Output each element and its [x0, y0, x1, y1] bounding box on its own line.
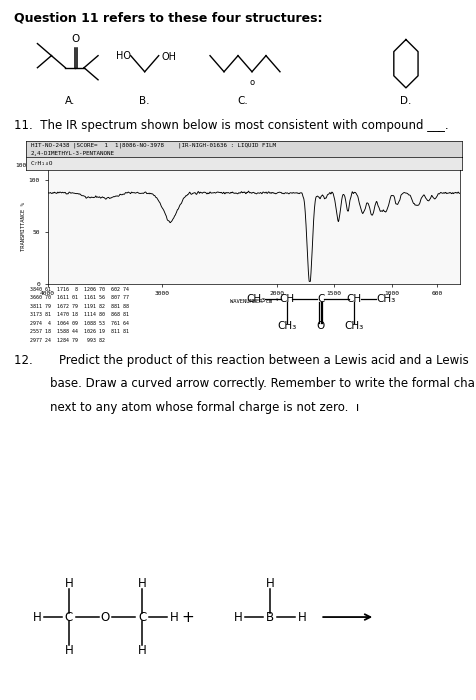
Text: 2,4-DIMETHYL-3-PENTANONE: 2,4-DIMETHYL-3-PENTANONE: [30, 151, 115, 156]
Text: H: H: [65, 644, 73, 657]
Text: C: C: [65, 610, 73, 624]
Text: A.: A.: [65, 96, 75, 106]
Text: +: +: [181, 610, 194, 624]
X-axis label: WAVENUMBER cm⁻¹: WAVENUMBER cm⁻¹: [229, 299, 278, 304]
Text: CH: CH: [347, 294, 362, 304]
Text: O: O: [317, 321, 325, 331]
Text: HIT-NO-2438 |SCORE=  1  1|8086-NO-3978    |IR-NIGH-01636 : LIQUID FILM: HIT-NO-2438 |SCORE= 1 1|8086-NO-3978 |IR…: [30, 143, 276, 148]
Y-axis label: TRANSMITTANCE %: TRANSMITTANCE %: [21, 202, 26, 251]
Text: Question 11 refers to these four structures:: Question 11 refers to these four structu…: [14, 12, 323, 24]
Text: 12.       Predict the product of this reaction between a Lewis acid and a Lewis: 12. Predict the product of this reaction…: [14, 354, 469, 367]
Text: C: C: [138, 610, 146, 624]
Text: H: H: [138, 644, 147, 657]
Text: CH₃: CH₃: [345, 321, 364, 331]
Text: H: H: [65, 578, 73, 590]
Text: o: o: [249, 78, 255, 88]
Text: B.: B.: [139, 96, 150, 106]
Text: O: O: [71, 34, 80, 44]
Text: next to any atom whose formal charge is not zero.  ı: next to any atom whose formal charge is …: [50, 402, 359, 414]
Text: CH: CH: [280, 294, 295, 304]
Text: 2557 18  1588 44  1026 19  811 81: 2557 18 1588 44 1026 19 811 81: [30, 330, 129, 335]
Text: C: C: [317, 294, 325, 304]
Text: 2977 24  1284 79   993 82: 2977 24 1284 79 993 82: [30, 338, 105, 343]
Text: HO: HO: [116, 50, 131, 61]
Text: H: H: [234, 610, 242, 624]
Text: OH: OH: [161, 52, 176, 62]
Text: H: H: [169, 610, 178, 624]
Text: C.: C.: [238, 96, 248, 106]
Text: CH₃: CH₃: [246, 294, 266, 304]
Text: 3840 61  1716  8  1206 70  602 74: 3840 61 1716 8 1206 70 602 74: [30, 287, 129, 292]
Text: H: H: [298, 610, 307, 624]
Text: base. Draw a curved arrow correctly. Remember to write the formal charge: base. Draw a curved arrow correctly. Rem…: [50, 377, 476, 390]
Text: O: O: [101, 610, 110, 624]
Text: 100: 100: [15, 163, 26, 168]
Text: H: H: [138, 578, 147, 590]
Text: CH₃: CH₃: [278, 321, 297, 331]
Text: 11.  The IR spectrum shown below is most consistent with compound ___.: 11. The IR spectrum shown below is most …: [14, 120, 449, 132]
Text: H: H: [32, 610, 41, 624]
Text: 2974  4  1064 09  1088 53  761 64: 2974 4 1064 09 1088 53 761 64: [30, 321, 129, 326]
Text: 3811 79  1672 79  1191 82  881 88: 3811 79 1672 79 1191 82 881 88: [30, 304, 129, 309]
Text: 3660 70  1611 01  1161 56  807 77: 3660 70 1611 01 1161 56 807 77: [30, 295, 129, 300]
Text: B: B: [266, 610, 274, 624]
Text: 3173 81  1470 18  1114 80  868 81: 3173 81 1470 18 1114 80 868 81: [30, 312, 129, 317]
Text: D.: D.: [400, 96, 412, 106]
Text: C₇H₁₄O: C₇H₁₄O: [30, 161, 53, 166]
Text: H: H: [266, 578, 274, 590]
Text: CH₃: CH₃: [376, 294, 395, 304]
